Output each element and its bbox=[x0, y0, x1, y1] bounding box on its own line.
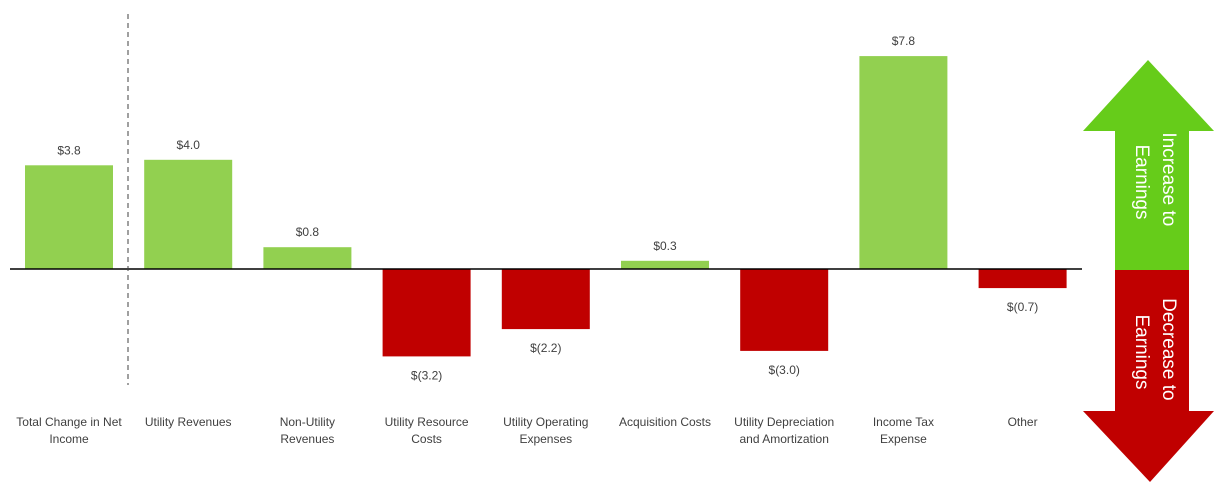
bar-3 bbox=[382, 269, 471, 357]
labels-layer: $3.8 Total Change in Net Income $4.0 Utility… bbox=[16, 34, 1038, 446]
category-label-line: Total Change in Net bbox=[16, 415, 122, 429]
data-label-6: $(3.0) bbox=[769, 363, 800, 377]
category-label-line: Utility Operating bbox=[503, 415, 588, 429]
data-label-3: $(3.2) bbox=[411, 368, 442, 382]
bar-6 bbox=[740, 269, 829, 351]
data-label-5: $0.3 bbox=[653, 239, 677, 253]
category-label-line: and Amortization bbox=[740, 432, 829, 446]
increase-arrow-line-1: Increase to bbox=[1158, 132, 1179, 226]
category-label-line: Income bbox=[49, 432, 89, 446]
data-label-4: $(2.2) bbox=[530, 341, 561, 355]
increase-arrow: Increase to Earnings bbox=[1083, 60, 1214, 270]
bar-4 bbox=[501, 269, 590, 330]
data-label-7: $7.8 bbox=[892, 34, 916, 48]
category-label-line: Revenues bbox=[280, 432, 334, 446]
category-label-4: Utility Operating Expenses bbox=[503, 415, 588, 446]
category-label-8: Other bbox=[1008, 415, 1038, 429]
category-label-line: Utility Revenues bbox=[145, 415, 232, 429]
decrease-arrow-shape bbox=[1083, 270, 1214, 482]
category-label-line: Income Tax bbox=[873, 415, 934, 429]
category-label-line: Non-Utility bbox=[280, 415, 335, 429]
category-label-2: Non-Utility Revenues bbox=[280, 415, 335, 446]
increase-arrow-line-2: Earnings bbox=[1131, 145, 1152, 220]
category-label-0: Total Change in Net Income bbox=[16, 415, 122, 446]
decrease-arrow: Decrease to Earnings bbox=[1083, 270, 1214, 482]
increase-arrow-text: Increase to Earnings bbox=[1131, 132, 1179, 231]
data-label-1: $4.0 bbox=[177, 138, 201, 152]
bar-8 bbox=[978, 269, 1067, 289]
bars-layer bbox=[25, 56, 1067, 357]
category-label-line: Other bbox=[1008, 415, 1038, 429]
category-label-line: Utility Depreciation bbox=[734, 415, 834, 429]
category-label-line: Acquisition Costs bbox=[619, 415, 711, 429]
decrease-arrow-line-1: Decrease to bbox=[1158, 298, 1179, 400]
category-label-line: Utility Resource bbox=[385, 415, 469, 429]
increase-arrow-shape bbox=[1083, 60, 1214, 270]
data-label-2: $0.8 bbox=[296, 225, 320, 239]
category-label-line: Costs bbox=[411, 432, 442, 446]
data-label-0: $3.8 bbox=[57, 143, 81, 157]
category-label-5: Acquisition Costs bbox=[619, 415, 711, 429]
data-label-8: $(0.7) bbox=[1007, 300, 1038, 314]
bar-0 bbox=[25, 165, 113, 269]
bar-7 bbox=[859, 56, 948, 269]
category-label-3: Utility Resource Costs bbox=[385, 415, 469, 446]
category-label-line: Expense bbox=[880, 432, 927, 446]
bar-1 bbox=[144, 159, 233, 269]
bar-5 bbox=[621, 260, 709, 269]
category-label-7: Income Tax Expense bbox=[873, 415, 934, 446]
category-label-6: Utility Depreciation and Amortization bbox=[734, 415, 834, 446]
decrease-arrow-line-2: Earnings bbox=[1131, 315, 1152, 390]
bar-2 bbox=[263, 247, 352, 269]
category-label-1: Utility Revenues bbox=[145, 415, 232, 429]
category-label-line: Expenses bbox=[519, 432, 572, 446]
decrease-arrow-text: Decrease to Earnings bbox=[1131, 298, 1179, 406]
